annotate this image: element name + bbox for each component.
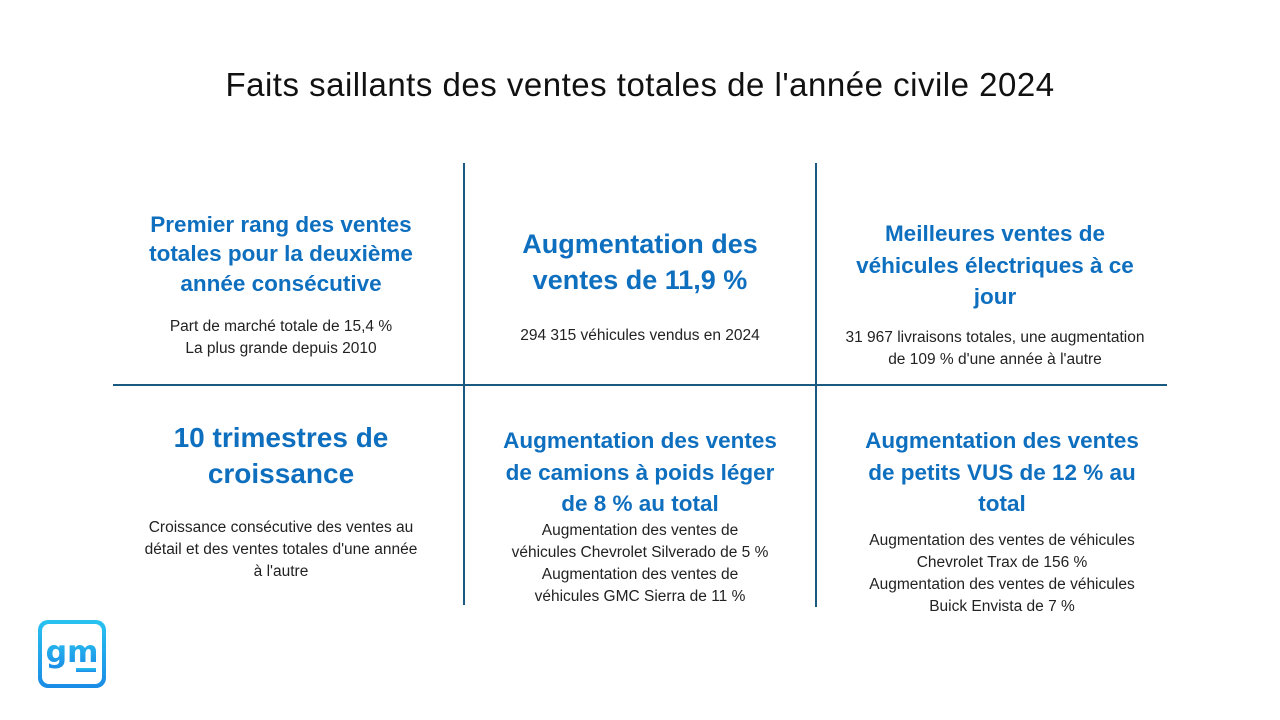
cell-details: 294 315 véhicules vendus en 2024 xyxy=(470,325,810,347)
cell-heading: Augmentation des ventes de 11,9 % xyxy=(470,226,810,299)
heading-line: de camions à poids léger xyxy=(505,459,775,485)
detail-line: Augmentation des ventes de véhicules xyxy=(869,575,1135,593)
heading-line: de petits VUS de 12 % au xyxy=(868,459,1136,485)
detail-line: 31 967 livraisons totales, une augmentat… xyxy=(845,328,1145,346)
svg-text:gm: gm xyxy=(46,635,99,670)
highlight-growth-quarters: 10 trimestres de croissance Croissance c… xyxy=(108,420,454,583)
detail-line: Buick Envista de 7 % xyxy=(929,597,1075,615)
detail-line: détail et des ventes totales d'une année xyxy=(144,540,418,558)
cell-heading: Augmentation des ventes de petits VUS de… xyxy=(822,425,1182,520)
heading-line: totales pour la deuxième xyxy=(149,241,413,267)
heading-line: 10 trimestres de xyxy=(173,422,389,453)
heading-line: année consécutive xyxy=(180,270,382,296)
heading-line: Augmentation des ventes xyxy=(865,428,1139,453)
cell-details: 31 967 livraisons totales, une augmentat… xyxy=(820,327,1170,371)
cell-heading: Augmentation des ventes de camions à poi… xyxy=(470,425,810,520)
gm-logo-icon: gm xyxy=(38,620,106,688)
detail-line: La plus grande depuis 2010 xyxy=(185,339,377,357)
cell-details: Augmentation des ventes de véhicules Che… xyxy=(470,520,810,608)
detail-line: Augmentation des ventes de xyxy=(541,521,739,539)
heading-line: croissance xyxy=(207,458,355,490)
divider-horizontal xyxy=(113,384,1167,386)
detail-line: de 109 % d'une année à l'autre xyxy=(888,350,1102,368)
cell-heading: Meilleures ventes de véhicules électriqu… xyxy=(820,218,1170,313)
heading-line: Premier rang des ventes xyxy=(150,212,412,237)
cell-heading: 10 trimestres de croissance xyxy=(108,420,454,493)
detail-line: Augmentation des ventes de véhicules xyxy=(869,531,1135,549)
detail-line: Augmentation des ventes de xyxy=(541,565,739,583)
heading-line: véhicules électriques à ce xyxy=(856,252,1134,278)
detail-line: Chevrolet Trax de 156 % xyxy=(916,553,1088,571)
heading-line: total xyxy=(978,491,1026,516)
highlight-sales-increase: Augmentation des ventes de 11,9 % 294 31… xyxy=(470,226,810,347)
detail-line: véhicules GMC Sierra de 11 % xyxy=(534,587,746,605)
detail-line: à l'autre xyxy=(253,562,309,580)
gm-logo: gm xyxy=(36,618,108,690)
detail-line: Part de marché totale de 15,4 % xyxy=(169,317,393,335)
cell-details: Croissance consécutive des ventes au dét… xyxy=(108,517,454,583)
highlight-ev-sales: Meilleures ventes de véhicules électriqu… xyxy=(820,218,1170,371)
heading-line: Augmentation des ventes xyxy=(503,428,777,453)
highlight-small-suvs: Augmentation des ventes de petits VUS de… xyxy=(822,425,1182,618)
heading-line: Meilleures ventes de xyxy=(884,221,1106,246)
heading-line: jour xyxy=(973,284,1017,309)
cell-heading: Premier rang des ventes totales pour la … xyxy=(113,210,449,298)
heading-line: de 8 % au total xyxy=(561,491,719,516)
heading-line: Augmentation des xyxy=(522,229,758,259)
highlight-light-trucks: Augmentation des ventes de camions à poi… xyxy=(470,425,810,608)
cell-details: Augmentation des ventes de véhicules Che… xyxy=(822,530,1182,618)
detail-line: Croissance consécutive des ventes au xyxy=(148,518,414,536)
heading-line: ventes de 11,9 % xyxy=(532,265,748,296)
highlight-sales-rank: Premier rang des ventes totales pour la … xyxy=(113,210,449,360)
detail-line: véhicules Chevrolet Silverado de 5 % xyxy=(511,543,769,561)
slide-title: Faits saillants des ventes totales de l'… xyxy=(225,66,1055,103)
detail-line: 294 315 véhicules vendus en 2024 xyxy=(520,326,760,344)
cell-details: Part de marché totale de 15,4 % La plus … xyxy=(113,316,449,360)
